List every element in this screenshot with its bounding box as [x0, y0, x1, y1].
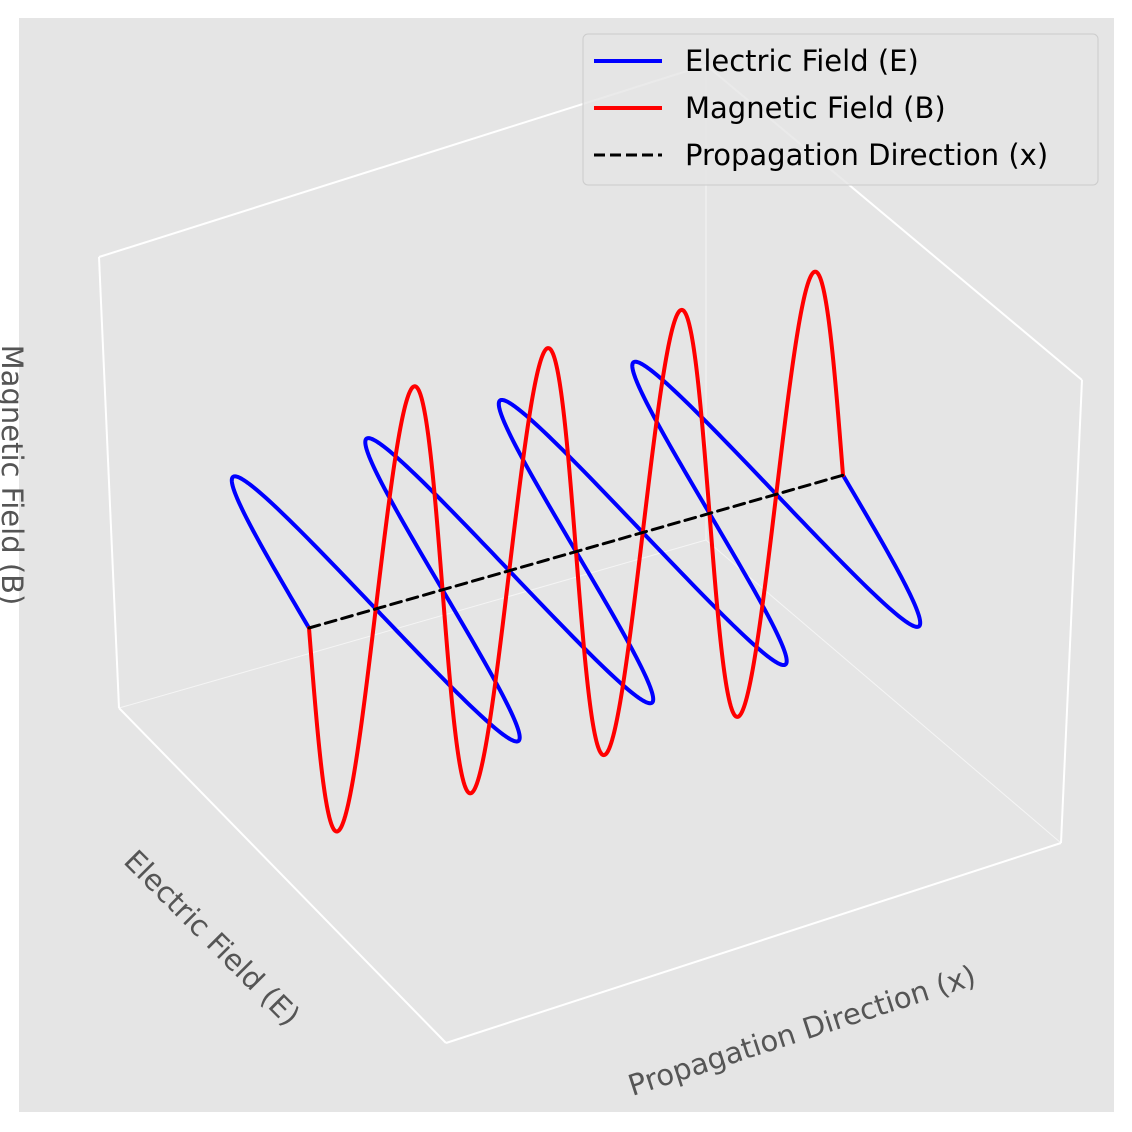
y-axis-edge: [118, 707, 447, 1044]
x-axis-edge: [445, 842, 1062, 1044]
legend-label-propagation: Propagation Direction (x): [685, 138, 1048, 172]
legend: Electric Field (E) Magnetic Field (B) Pr…: [582, 33, 1099, 186]
plot-background: [19, 18, 1114, 1112]
legend-label-magnetic: Magnetic Field (B): [685, 91, 946, 125]
back-right-vertical-edge: [1060, 379, 1083, 844]
back-floor-left-edge: [118, 539, 707, 709]
series-propagation-direction: [307, 473, 845, 630]
z-axis-label: Magnetic Field (B): [0, 345, 29, 606]
legend-box: [582, 33, 1099, 186]
z-axis-edge: [98, 256, 120, 709]
series-layer: [229, 269, 923, 834]
legend-label-electric: Electric Field (E): [685, 44, 919, 78]
